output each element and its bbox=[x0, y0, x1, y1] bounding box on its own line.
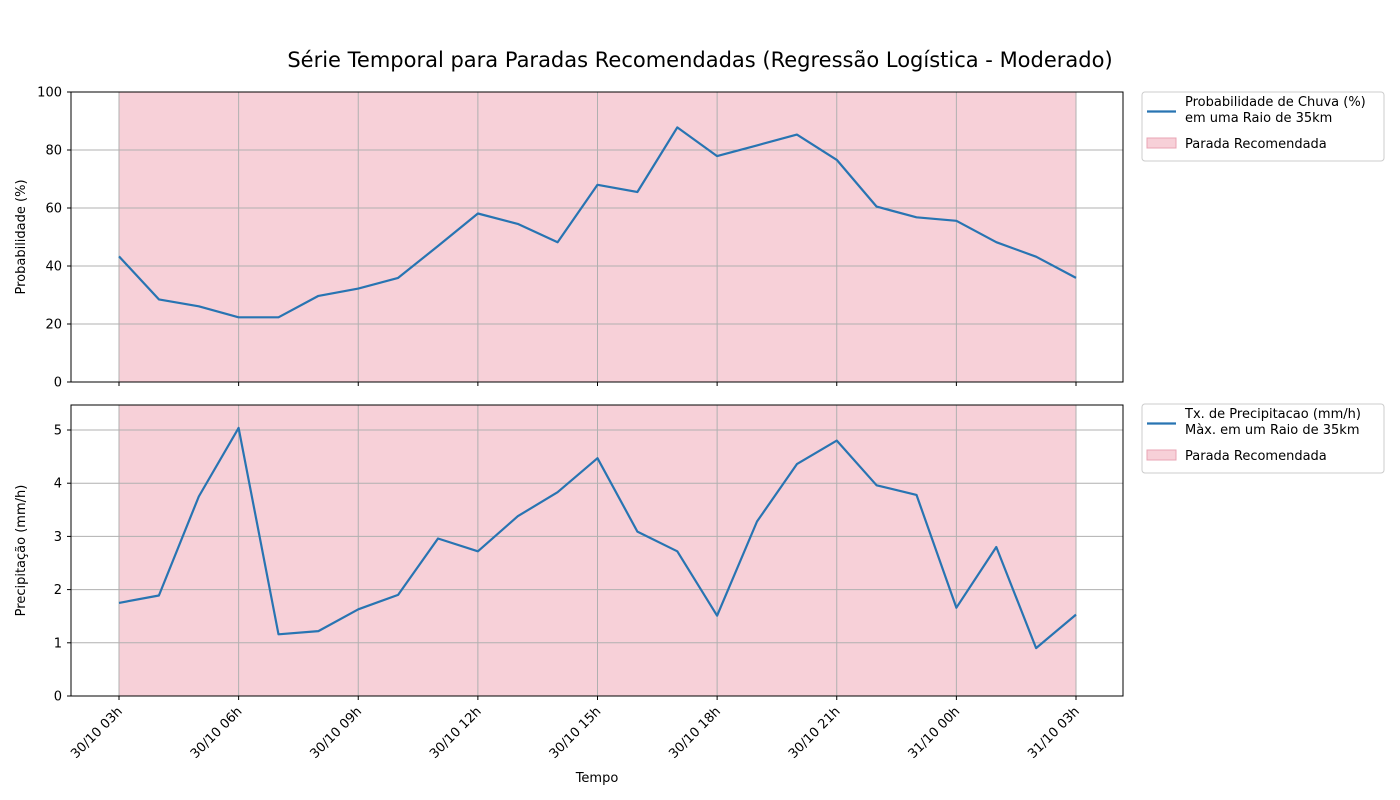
legend: Tx. de Precipitacao (mm/h) Màx. em um Ra… bbox=[1141, 403, 1385, 474]
legend-series-label: em uma Raio de 35km bbox=[1185, 111, 1332, 126]
y-axis-label: Probabilidade (%) bbox=[14, 179, 29, 294]
x-axis-label: Tempo bbox=[575, 771, 619, 786]
series-line bbox=[118, 126, 1077, 319]
y-tick-label: 60 bbox=[45, 202, 62, 217]
legend-region-swatch bbox=[1146, 449, 1177, 461]
legend-region-label: Parada Recomendada bbox=[1185, 449, 1327, 464]
legend-series-label: Probabilidade de Chuva (%) bbox=[1185, 95, 1366, 110]
y-tick-label: 20 bbox=[45, 318, 62, 333]
y-tick-label: 1 bbox=[54, 636, 62, 651]
legend: Probabilidade de Chuva (%) em uma Raio d… bbox=[1141, 91, 1385, 162]
y-tick-label: 4 bbox=[54, 477, 62, 492]
y-tick-label: 0 bbox=[54, 376, 62, 391]
probability-panel: 0 20 40 60 80 100 Probabilidade (%) Probabilida… bbox=[14, 86, 1385, 391]
legend-series-label: Màx. em um Raio de 35km bbox=[1185, 423, 1360, 438]
y-tick-label: 80 bbox=[45, 144, 62, 159]
legend-region-swatch bbox=[1146, 137, 1177, 149]
legend-box bbox=[1141, 91, 1385, 162]
y-tick-label: 3 bbox=[54, 530, 62, 545]
y-axis-label: Precipitação (mm/h) bbox=[14, 485, 29, 617]
y-tick-label: 40 bbox=[45, 260, 62, 275]
y-tick-label: 0 bbox=[54, 690, 62, 705]
legend-series-label: Tx. de Precipitacao (mm/h) bbox=[1184, 407, 1361, 422]
chart-title: Série Temporal para Paradas Recomendadas… bbox=[287, 48, 1112, 72]
y-tick-label: 5 bbox=[54, 424, 62, 439]
legend-box bbox=[1141, 403, 1385, 474]
legend-region-label: Parada Recomendada bbox=[1185, 137, 1327, 152]
y-tick-label: 100 bbox=[37, 86, 62, 101]
series-line bbox=[118, 426, 1077, 650]
y-tick-label: 2 bbox=[54, 583, 62, 598]
